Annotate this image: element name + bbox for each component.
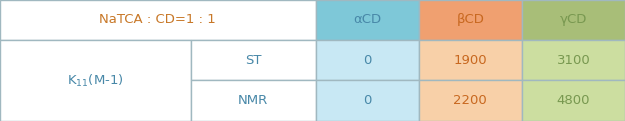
Bar — [316, 80, 419, 121]
Text: NaTCA : CD=1 : 1: NaTCA : CD=1 : 1 — [99, 13, 216, 26]
Bar — [316, 0, 419, 40]
Text: βCD: βCD — [456, 13, 484, 26]
Text: γCD: γCD — [560, 13, 587, 26]
Bar — [191, 40, 316, 80]
Bar — [419, 80, 522, 121]
Text: 3100: 3100 — [557, 54, 590, 67]
Bar — [316, 40, 419, 80]
Bar — [191, 80, 316, 121]
Text: 4800: 4800 — [557, 94, 590, 107]
Bar — [0, 40, 191, 121]
Text: ST: ST — [245, 54, 261, 67]
Bar — [0, 0, 316, 40]
Text: 2200: 2200 — [454, 94, 488, 107]
Text: NMR: NMR — [238, 94, 268, 107]
Text: αCD: αCD — [353, 13, 381, 26]
Text: 0: 0 — [363, 54, 371, 67]
Bar — [419, 40, 522, 80]
Bar — [522, 80, 625, 121]
Text: K$_{11}$(M-1): K$_{11}$(M-1) — [67, 72, 124, 89]
Bar — [522, 0, 625, 40]
Text: 1900: 1900 — [454, 54, 487, 67]
Text: 0: 0 — [363, 94, 371, 107]
Bar — [522, 40, 625, 80]
Bar — [419, 0, 522, 40]
